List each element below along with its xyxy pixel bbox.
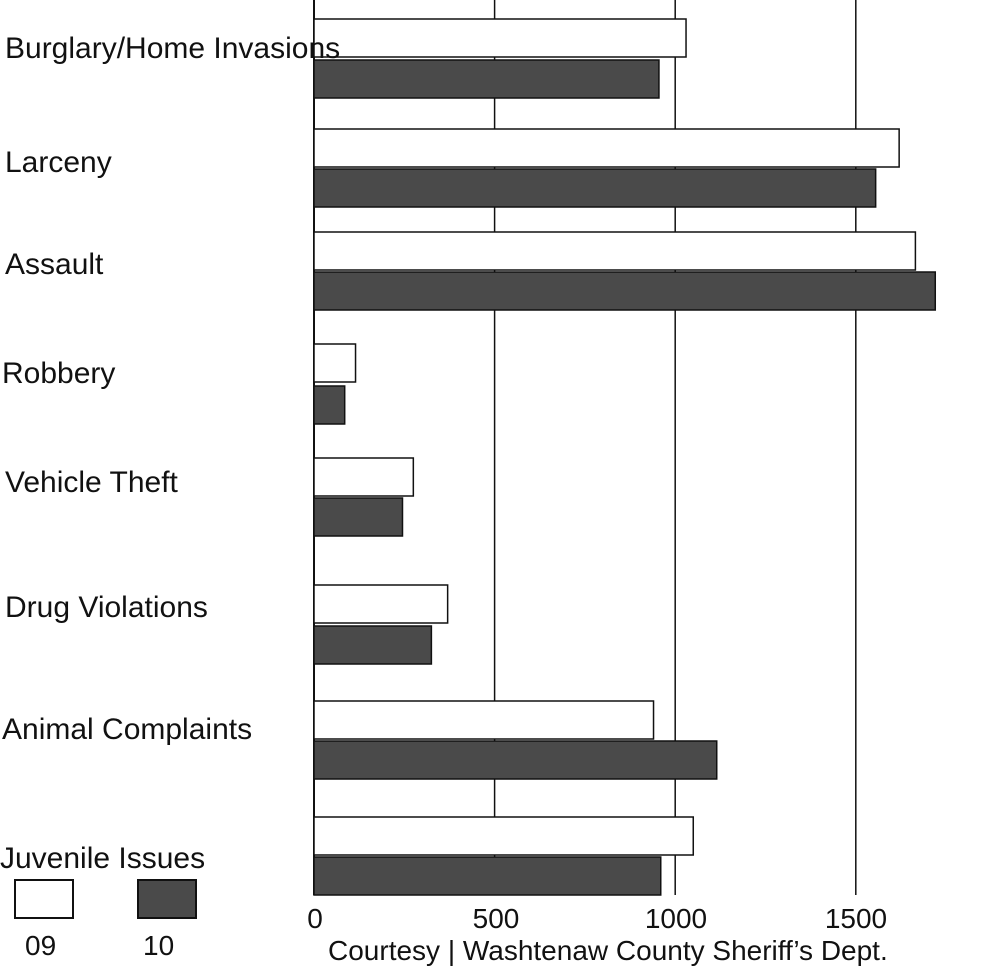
bar-10 [313,856,662,896]
category-label: Drug Violations [5,591,208,624]
category-label: Vehicle Theft [5,466,179,499]
bar-10 [313,625,433,665]
bar-10 [313,168,877,208]
bar-09 [313,584,449,624]
x-tick-label: 0 [307,903,323,934]
bar-09 [313,343,357,383]
category-label: Robbery [2,357,115,390]
legend: 09 10 [14,879,197,961]
legend-label-10: 10 [143,930,174,961]
bar-09 [313,700,655,740]
category-label: Burglary/Home Invasions [5,32,340,65]
bar-10 [313,385,346,425]
bar-10 [313,271,937,311]
bar-09 [313,816,695,856]
category-label: Assault [5,248,104,281]
category-label: Animal Complaints [2,713,252,746]
x-tick-label: 1500 [825,903,887,934]
legend-swatch-09 [14,879,74,919]
bar-10 [313,59,660,99]
category-label: Juvenile Issues [0,842,205,875]
x-tick-label: 500 [473,903,520,934]
legend-swatch-10 [137,879,197,919]
bars [313,18,937,896]
category-label: Larceny [5,146,112,179]
x-tick-labels: 0 500 1000 1500 [307,903,887,934]
x-tick-label: 1000 [645,903,707,934]
bar-10 [313,740,718,780]
bar-10 [313,497,404,537]
category-labels: Burglary/Home Invasions Larceny Assault … [0,32,340,875]
legend-label-09: 09 [25,930,56,961]
bar-09 [313,457,415,497]
bar-09 [313,128,900,168]
bar-09 [313,231,917,271]
bar-09 [313,18,687,58]
credit-text: Courtesy | Washtenaw County Sheriff’s De… [328,935,888,966]
